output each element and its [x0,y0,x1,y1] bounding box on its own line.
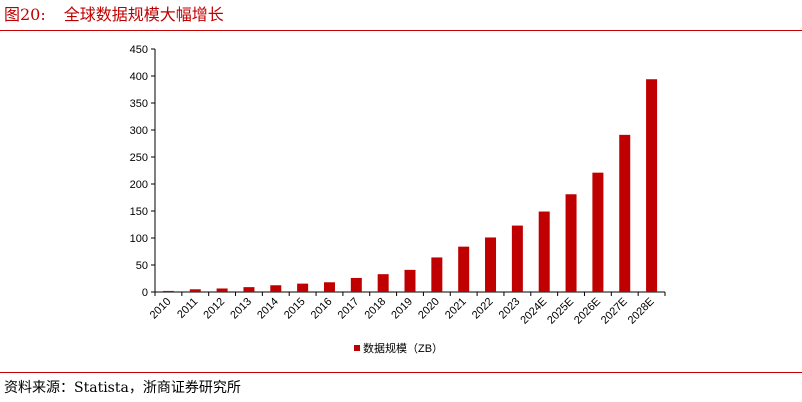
x-tick-label: 2011 [175,296,200,321]
bar [458,246,470,292]
bar [216,288,228,292]
figure-number: 图20: [4,5,46,24]
y-tick-label: 150 [130,206,148,218]
figure-title: 图20: 全球数据规模大幅增长 [4,2,224,28]
x-tick-label: 2021 [443,296,469,322]
x-tick-label: 2015 [282,296,308,322]
x-tick-label: 2019 [389,296,415,322]
y-tick-label: 0 [142,287,148,299]
figure-title-text: 全球数据规模大幅增长 [63,5,224,24]
legend-swatch [354,345,360,351]
y-tick-label: 100 [130,233,148,245]
bar [377,274,389,292]
bar [189,289,201,292]
chart-legend: 数据规模（ZB） [354,341,443,355]
x-tick-label: 2022 [470,296,496,322]
x-tick-label: 2027E [599,296,630,327]
x-tick-label: 2024E [518,296,549,327]
bar [323,282,335,292]
source-note: 资料来源：Statista，浙商证券研究所 [4,380,241,396]
y-tick-label: 250 [130,152,148,164]
bar [431,257,443,292]
x-tick-label: 2014 [255,296,281,322]
x-tick-label: 2020 [416,296,442,322]
x-tick-label: 2010 [148,296,174,322]
x-tick-label: 2025E [545,296,576,327]
legend-label: 数据规模（ZB） [363,341,443,355]
bar [511,225,523,292]
x-tick-label: 2012 [201,296,227,322]
bar [404,269,416,292]
x-tick-label: 2028E [626,296,657,327]
bottom-divider [0,372,802,373]
x-tick-label: 2013 [228,296,254,322]
bar [538,211,550,292]
x-tick-label: 2017 [336,296,362,322]
bar [485,237,497,292]
y-tick-label: 350 [130,98,148,110]
y-tick-label: 50 [136,260,148,272]
y-tick-label: 450 [130,44,148,56]
x-tick-label: 2016 [309,296,335,322]
bar [646,79,658,293]
top-divider [0,30,802,31]
bar [162,290,174,292]
chart-bars [162,79,658,293]
bar [619,134,631,292]
y-tick-label: 200 [130,179,148,191]
x-tick-label: 2018 [362,296,388,322]
bar [243,287,255,292]
y-tick-label: 400 [130,71,148,83]
bar [270,285,282,292]
bar [350,277,362,292]
bar [592,172,604,292]
y-tick-label: 300 [130,125,148,137]
bar [565,194,577,292]
x-tick-label: 2026E [572,296,603,327]
bar [297,283,309,292]
